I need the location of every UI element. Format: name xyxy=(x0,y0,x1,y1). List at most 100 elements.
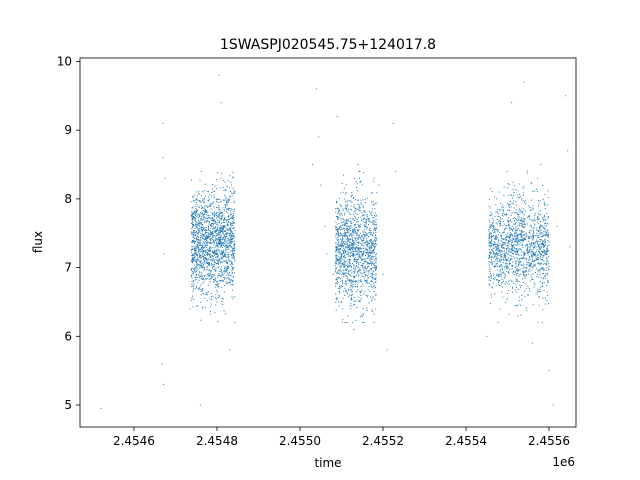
data-point xyxy=(232,283,234,285)
data-point xyxy=(204,246,206,248)
data-point xyxy=(372,261,374,263)
data-point xyxy=(224,206,226,208)
data-point xyxy=(190,260,192,262)
data-point xyxy=(340,257,342,259)
data-point xyxy=(198,288,200,290)
data-point xyxy=(204,222,206,224)
data-point xyxy=(211,218,213,220)
data-point xyxy=(205,209,207,211)
data-point xyxy=(495,243,497,245)
data-point xyxy=(195,248,197,250)
data-point xyxy=(347,279,349,281)
data-point xyxy=(531,255,533,257)
data-point xyxy=(535,240,537,242)
data-point xyxy=(202,228,204,230)
data-point xyxy=(336,280,338,282)
data-point xyxy=(371,278,373,280)
data-point xyxy=(219,246,221,248)
data-point xyxy=(214,252,216,254)
data-point xyxy=(209,253,211,255)
data-point xyxy=(370,268,372,270)
data-point xyxy=(222,199,224,201)
data-point xyxy=(505,236,507,238)
data-point xyxy=(162,157,164,159)
data-point xyxy=(501,241,503,243)
data-point xyxy=(529,247,531,249)
data-point xyxy=(368,282,370,284)
data-point xyxy=(201,307,203,309)
data-point xyxy=(543,227,545,229)
data-point xyxy=(204,297,206,299)
data-point xyxy=(197,246,199,248)
data-point xyxy=(527,247,529,249)
data-point xyxy=(344,248,346,250)
data-point xyxy=(363,210,365,212)
data-point xyxy=(205,253,207,255)
data-point xyxy=(347,204,349,206)
data-point xyxy=(198,248,200,250)
data-point xyxy=(359,207,361,209)
data-point xyxy=(191,267,193,269)
data-point xyxy=(519,212,521,214)
data-point xyxy=(215,304,217,306)
data-point xyxy=(519,194,521,196)
data-point xyxy=(204,260,206,262)
data-point xyxy=(213,275,215,277)
data-point xyxy=(542,254,544,256)
data-point xyxy=(374,228,376,230)
data-point xyxy=(546,247,548,249)
data-point xyxy=(194,276,196,278)
data-point xyxy=(544,208,546,210)
data-point xyxy=(202,277,204,279)
data-point xyxy=(369,290,371,292)
data-point xyxy=(203,227,205,229)
data-point xyxy=(491,263,493,265)
data-point xyxy=(520,261,522,263)
data-point xyxy=(339,213,341,215)
data-point xyxy=(220,244,222,246)
data-point xyxy=(491,223,493,225)
data-point xyxy=(200,235,202,237)
data-point xyxy=(499,250,501,252)
data-point xyxy=(491,261,493,263)
data-point xyxy=(526,264,528,266)
data-point xyxy=(510,239,512,241)
data-point xyxy=(362,240,364,242)
data-point xyxy=(229,229,231,231)
data-point xyxy=(341,254,343,256)
data-point xyxy=(371,201,373,203)
data-point xyxy=(515,260,517,262)
data-point xyxy=(218,294,220,296)
data-point xyxy=(229,282,231,284)
data-point xyxy=(507,293,509,295)
data-point xyxy=(336,260,338,262)
data-point xyxy=(528,250,530,252)
data-point xyxy=(520,242,522,244)
data-point xyxy=(231,232,233,234)
data-point xyxy=(361,275,363,277)
data-point xyxy=(221,279,223,281)
data-point xyxy=(519,232,521,234)
data-point xyxy=(356,234,358,236)
data-point xyxy=(225,244,227,246)
data-point xyxy=(195,265,197,267)
data-point xyxy=(532,237,534,239)
data-point xyxy=(196,274,198,276)
data-point xyxy=(501,278,503,280)
data-point xyxy=(207,238,209,240)
data-point xyxy=(529,224,531,226)
data-point xyxy=(526,223,528,225)
data-point xyxy=(543,282,545,284)
data-point xyxy=(225,257,227,258)
data-point xyxy=(234,252,236,254)
data-point xyxy=(491,242,493,244)
data-point xyxy=(359,291,361,293)
data-point xyxy=(361,273,363,275)
data-point xyxy=(222,242,224,244)
data-point xyxy=(198,249,200,251)
data-point xyxy=(374,202,376,204)
data-point xyxy=(227,229,229,231)
data-point xyxy=(364,236,366,238)
data-point xyxy=(198,214,200,216)
data-point xyxy=(215,249,217,251)
